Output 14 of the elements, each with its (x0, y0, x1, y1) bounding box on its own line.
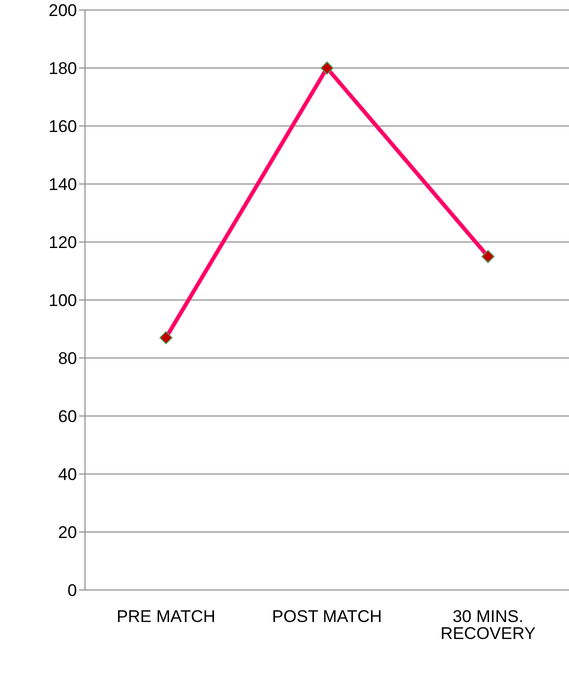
y-tick-label: 20 (58, 523, 77, 542)
y-tick-label: 140 (48, 175, 77, 194)
y-tick-label: 100 (48, 291, 77, 310)
y-tick-label: 60 (58, 407, 77, 426)
x-tick-label: PRE MATCH (116, 607, 216, 626)
y-tick-label: 200 (48, 1, 77, 20)
x-tick-label: 30 MINS. RECOVERY (440, 607, 536, 644)
y-tick-label: 40 (58, 465, 77, 484)
y-tick-label: 160 (48, 117, 77, 136)
y-tick-label: 120 (48, 233, 77, 252)
y-tick-label: 80 (58, 349, 77, 368)
x-tick-label: POST MATCH (272, 607, 382, 626)
y-tick-label: 180 (48, 59, 77, 78)
y-tick-label: 0 (68, 581, 77, 600)
